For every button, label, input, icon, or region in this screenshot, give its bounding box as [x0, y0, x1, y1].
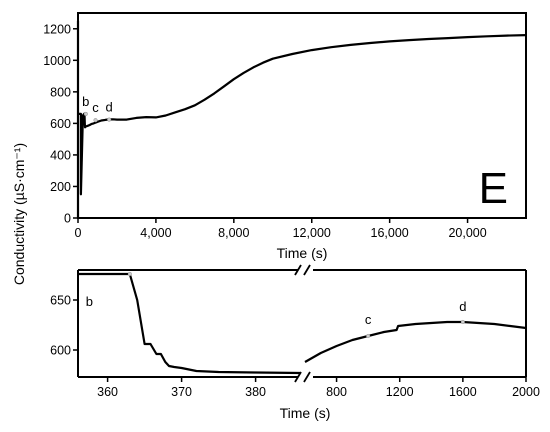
y-tick-label: 650 — [50, 294, 71, 308]
y-tick-label: 600 — [50, 344, 71, 358]
panel-label-e: E — [479, 164, 508, 213]
axis-break-mark — [303, 264, 311, 276]
conductivity-line-segment-2 — [304, 320, 527, 363]
y-tick-label: 1200 — [43, 22, 71, 36]
x-tick-label: 8,000 — [218, 226, 249, 240]
x-tick-label: 370 — [171, 385, 192, 399]
x-tick-label: 800 — [326, 385, 347, 399]
bottom-x-axis-title: Time (s) — [280, 405, 331, 421]
top-series — [76, 20, 527, 220]
point-label-c: c — [92, 100, 99, 115]
point-label-b: b — [86, 294, 93, 309]
y-tick-label: 1000 — [43, 54, 71, 68]
y-tick-label: 200 — [50, 180, 71, 194]
x-tick-label: 16,000 — [371, 226, 409, 240]
conductivity-line-segment-1 — [78, 272, 301, 375]
bottom-annotations: b c d — [86, 271, 466, 339]
point-marker — [366, 333, 371, 339]
y-axis-title: Conductivity (µS·cm⁻¹) — [11, 143, 27, 285]
x-tick-label: 360 — [97, 385, 118, 399]
axis-break-mark — [303, 371, 311, 383]
point-label-d: d — [106, 100, 113, 115]
x-tick-label: 0 — [75, 226, 82, 240]
axis-break-mark — [294, 371, 302, 383]
top-y-ticks: 0 200 400 600 800 1000 1200 — [43, 22, 78, 226]
top-x-axis-title: Time (s) — [277, 245, 328, 261]
point-label-b: b — [82, 94, 89, 109]
x-tick-label: 1200 — [386, 385, 414, 399]
bottom-x-ticks: 360 370 380 800 1200 1600 2000 — [97, 377, 540, 399]
y-tick-label: 0 — [64, 212, 71, 226]
axis-break-mark — [294, 264, 302, 276]
conductivity-line — [76, 20, 527, 220]
x-tick-label: 12,000 — [293, 226, 331, 240]
point-label-d: d — [459, 299, 466, 314]
top-plot-frame — [77, 12, 527, 219]
point-marker-c — [93, 118, 98, 123]
point-marker — [460, 319, 465, 325]
bottom-y-ticks: 600 650 — [50, 294, 78, 358]
bottom-chart-panel: 600 650 360 370 380 800 1200 1600 2000 b c d Time… — [50, 264, 540, 421]
point-marker-b — [83, 111, 88, 116]
y-tick-label: 800 — [50, 85, 71, 99]
x-tick-label: 380 — [245, 385, 266, 399]
y-tick-label: 600 — [50, 117, 71, 131]
x-tick-label: 1600 — [449, 385, 477, 399]
top-chart-panel: 0 200 400 600 800 1000 1200 0 4,000 8,000 12,000 1… — [43, 12, 527, 261]
point-marker — [127, 271, 132, 277]
bottom-series — [78, 272, 527, 375]
x-tick-label: 20,000 — [448, 226, 486, 240]
x-tick-label: 4,000 — [140, 226, 171, 240]
point-label-c: c — [365, 312, 372, 327]
x-tick-label: 2000 — [512, 385, 540, 399]
top-x-ticks: 0 4,000 8,000 12,000 16,000 20,000 — [75, 218, 487, 240]
y-tick-label: 400 — [50, 148, 71, 162]
point-marker-d — [107, 117, 112, 122]
bottom-plot-frame — [77, 264, 527, 383]
